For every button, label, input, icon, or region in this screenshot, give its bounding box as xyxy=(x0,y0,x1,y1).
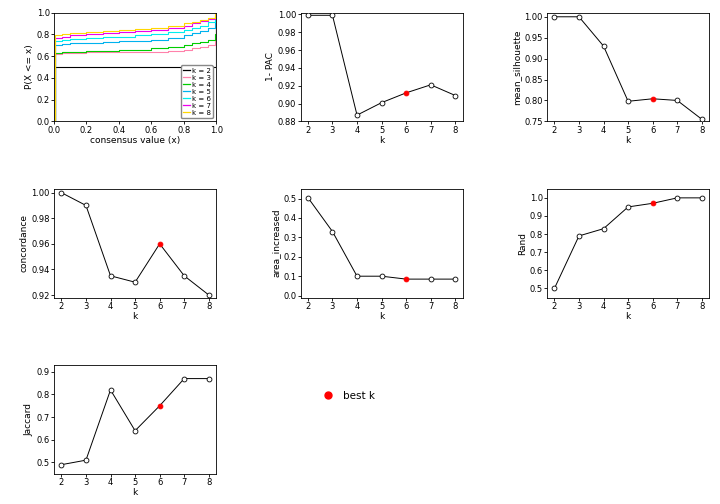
X-axis label: k: k xyxy=(379,312,384,321)
X-axis label: k: k xyxy=(379,136,384,145)
Y-axis label: concordance: concordance xyxy=(19,214,29,272)
X-axis label: k: k xyxy=(626,136,631,145)
Y-axis label: Jaccard: Jaccard xyxy=(24,403,34,436)
X-axis label: k: k xyxy=(132,488,138,497)
X-axis label: consensus value (x): consensus value (x) xyxy=(90,136,180,145)
Legend: best k: best k xyxy=(314,387,379,405)
Y-axis label: mean_silhouette: mean_silhouette xyxy=(513,29,521,105)
Y-axis label: area_increased: area_increased xyxy=(271,209,280,278)
Y-axis label: 1- PAC: 1- PAC xyxy=(266,52,275,82)
Y-axis label: Rand: Rand xyxy=(518,232,527,255)
Y-axis label: P(X <= x): P(X <= x) xyxy=(24,45,34,89)
X-axis label: k: k xyxy=(132,312,138,321)
X-axis label: k: k xyxy=(626,312,631,321)
Legend: k = 2, k = 3, k = 4, k = 5, k = 6, k = 7, k = 8: k = 2, k = 3, k = 4, k = 5, k = 6, k = 7… xyxy=(181,66,212,118)
